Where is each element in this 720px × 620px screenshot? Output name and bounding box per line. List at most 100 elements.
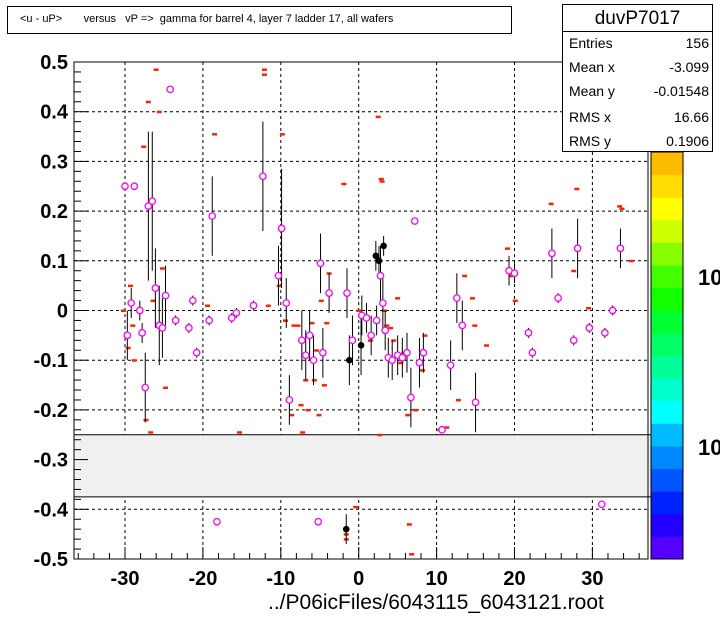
y-tick-label: -0.4 <box>34 499 69 521</box>
histogram-mark <box>413 408 419 412</box>
data-point <box>616 244 625 253</box>
data-point <box>362 314 371 322</box>
data-point <box>388 356 397 365</box>
histogram-mark <box>303 379 309 382</box>
histogram-mark <box>153 68 159 71</box>
histogram-mark <box>120 309 126 312</box>
histogram-mark <box>367 339 373 342</box>
data-point-black <box>357 341 365 349</box>
histogram-mark <box>321 384 327 387</box>
color-scale-label: 10 <box>698 435 720 460</box>
stats-box: duvP7017 Entries 156 Mean x -3.099 Mean … <box>562 4 713 152</box>
x-tick-label: -30 <box>111 568 140 590</box>
data-point <box>185 324 193 332</box>
histogram-mark <box>127 284 133 288</box>
color-scale-cell <box>651 536 683 560</box>
stat-label: RMS y <box>569 133 611 149</box>
data-point <box>282 299 291 307</box>
x-tick-label: -10 <box>266 568 295 590</box>
color-scale: 10 10 <box>650 151 720 560</box>
data-point <box>415 358 424 367</box>
histogram-mark <box>282 319 288 322</box>
histogram-mark <box>291 324 297 327</box>
data-point <box>213 517 221 526</box>
histogram-mark <box>276 284 282 288</box>
color-scale-cell <box>651 491 683 515</box>
histogram-mark <box>289 413 295 417</box>
histogram-mark <box>422 334 428 337</box>
x-tick-label: 10 <box>425 568 447 590</box>
histogram-mark <box>148 431 154 434</box>
histogram-mark <box>384 324 390 327</box>
histogram-mark <box>375 115 381 119</box>
y-tick-label: -0.5 <box>34 549 68 571</box>
histogram-mark <box>309 321 315 325</box>
x-axis-title: ../P06icFiles/6043115_6043121.root <box>268 591 604 614</box>
color-scale-cell <box>651 513 683 537</box>
y-tick-label: 0.5 <box>40 52 68 74</box>
histogram-mark <box>512 299 518 303</box>
histogram-mark <box>574 187 580 191</box>
color-scale-label: 10 <box>698 265 720 290</box>
data-point <box>376 271 385 280</box>
color-scale-cell <box>651 265 683 289</box>
data-point <box>438 425 446 434</box>
data-point <box>192 348 201 357</box>
histogram-mark <box>279 133 285 136</box>
data-point <box>274 271 283 280</box>
data-points <box>121 85 625 533</box>
data-point-black <box>342 525 350 533</box>
data-point <box>144 202 153 210</box>
color-scale-cell <box>651 400 683 424</box>
tick-labels: -30 -20 -10 0 10 20 30 0.5 0.4 0.3 0.2 0.1 0 -0.1 -0.2… <box>34 52 604 590</box>
y-tick-label: 0.1 <box>40 251 68 273</box>
histogram-mark <box>395 297 401 300</box>
color-scale-cell <box>651 287 683 311</box>
data-point <box>148 197 157 206</box>
histogram-mark <box>462 274 468 278</box>
data-point <box>608 306 617 315</box>
data-point <box>141 383 150 392</box>
stat-row-mean-x: Mean x -3.099 <box>569 59 709 83</box>
data-point-black <box>375 257 383 265</box>
histogram-mark <box>353 505 359 509</box>
stat-value: -0.01548 <box>653 83 709 99</box>
color-scale-cell <box>651 468 683 492</box>
histogram-mark <box>163 386 169 390</box>
histogram-mark <box>455 398 461 402</box>
histogram-mark <box>265 304 271 308</box>
histogram-mark <box>405 413 411 417</box>
histogram-mark <box>472 324 478 327</box>
histogram-mark <box>295 324 301 327</box>
histogram-mark <box>143 418 149 422</box>
y-tick-label: 0.3 <box>40 151 68 173</box>
histogram-mark <box>619 207 625 211</box>
color-scale-cell <box>651 174 683 198</box>
data-point <box>585 324 594 332</box>
histogram-mark <box>420 369 426 372</box>
histogram-mark <box>130 324 136 327</box>
histogram-mark <box>324 321 330 325</box>
color-scale-frame <box>650 151 684 560</box>
data-point <box>301 351 310 360</box>
data-point <box>277 224 286 233</box>
data-point <box>458 321 467 330</box>
data-point <box>378 299 387 307</box>
histogram-mark <box>356 309 362 312</box>
histogram-mark <box>305 408 311 412</box>
color-scale-cell <box>651 355 683 379</box>
histogram-mark <box>504 247 510 250</box>
histogram-marks <box>120 68 634 556</box>
histogram-mark <box>298 403 304 407</box>
data-point <box>367 331 376 340</box>
histogram-mark <box>237 431 243 434</box>
histogram-mark <box>483 344 489 347</box>
histogram-mark <box>508 274 514 278</box>
data-point <box>205 316 213 325</box>
histogram-mark <box>617 205 623 208</box>
stat-row-rms-y: RMS y 0.1906 <box>569 133 709 157</box>
x-tick-label: 20 <box>503 568 525 590</box>
histogram-mark <box>391 339 397 342</box>
stat-value: -3.099 <box>669 59 709 75</box>
data-point <box>259 172 267 181</box>
